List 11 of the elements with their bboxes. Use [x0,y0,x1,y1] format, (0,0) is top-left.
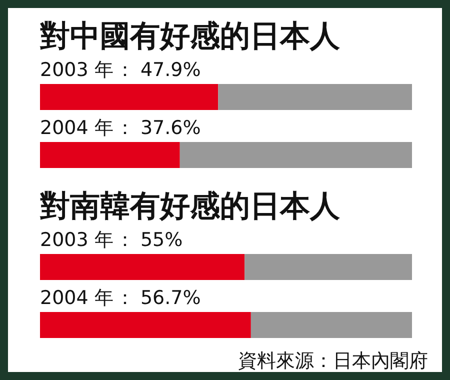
data-label: ： 55% [115,229,183,251]
y-tick-label: 2004 年 [40,117,114,139]
y-tick-label: 2004 年 [40,287,114,309]
y-tick-label: 2003 年 [40,59,114,81]
y-tick-label: 2003 年 [40,229,114,251]
chart-title: 對中國有好感的日本人 [39,19,341,54]
data-label: ： 47.9% [115,59,201,81]
data-label: ： 56.7% [115,287,201,309]
chart-title: 對南韓有好感的日本人 [39,189,341,224]
source-note: 資料來源：日本內閣府 [238,350,428,372]
data-label: ： 37.6% [115,117,201,139]
